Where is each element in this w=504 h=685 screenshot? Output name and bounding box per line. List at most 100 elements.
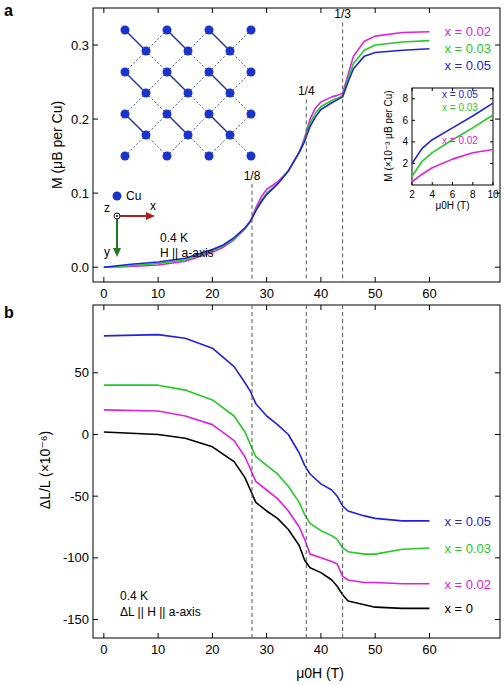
y-tick xyxy=(93,496,98,497)
x-tick xyxy=(320,8,321,13)
x-tick-label: 10 xyxy=(151,286,165,301)
x-tick-label: 8 xyxy=(470,189,476,200)
annotation: 0.4 K xyxy=(120,589,148,603)
series-label: x = 0.03 xyxy=(442,102,478,113)
cu-atom xyxy=(121,152,130,161)
y-tick-label: 0.0 xyxy=(71,260,89,275)
annotation: 0.4 K xyxy=(160,231,188,245)
cu-atom xyxy=(226,131,235,140)
x-tick xyxy=(266,633,267,638)
y-tick xyxy=(495,557,500,558)
z-axis-dot xyxy=(116,215,118,217)
annotation: H || a-axis xyxy=(160,246,214,260)
y-tick xyxy=(495,45,500,46)
cu-atom xyxy=(142,47,151,56)
y-tick xyxy=(93,267,98,268)
x-tick-label: 20 xyxy=(205,286,219,301)
cu-atom xyxy=(247,152,256,161)
x-tick xyxy=(493,182,494,185)
x-tick xyxy=(212,633,213,638)
cu-atom xyxy=(247,110,256,119)
cu-atom xyxy=(142,89,151,98)
y-tick-label: 4 xyxy=(402,136,408,147)
fraction-line xyxy=(252,305,253,638)
series-label: x = 0.02 xyxy=(444,577,491,592)
y-tick xyxy=(490,163,493,164)
y-tick-label: 0.1 xyxy=(71,186,89,201)
x-tick xyxy=(266,305,267,310)
series-label: x = 0.02 xyxy=(442,135,478,146)
x-tick xyxy=(375,8,376,13)
x-tick-label: 30 xyxy=(259,642,273,657)
cu-atom xyxy=(247,68,256,77)
y-tick-label: 6 xyxy=(402,115,408,126)
y-tick xyxy=(93,372,98,373)
arrow-head xyxy=(146,212,155,220)
x-tick xyxy=(158,277,159,282)
axis-arrow xyxy=(116,216,118,250)
series-line xyxy=(104,32,430,267)
fraction-line xyxy=(306,305,307,638)
y-tick xyxy=(412,98,415,99)
x-tick-label: 20 xyxy=(205,642,219,657)
x-tick xyxy=(375,633,376,638)
fraction-label: 1/8 xyxy=(244,169,261,183)
y-tick-label: 0.3 xyxy=(71,38,89,53)
x-tick xyxy=(212,277,213,282)
series-label: x = 0.02 xyxy=(444,24,491,39)
x-tick xyxy=(103,305,104,310)
x-tick xyxy=(103,277,104,282)
series-line xyxy=(104,385,430,554)
x-tick-label: 10 xyxy=(151,642,165,657)
x-tick-label: 50 xyxy=(368,286,382,301)
lattice-label: Cu xyxy=(126,189,141,203)
cu-atom xyxy=(184,131,193,140)
plot-frame xyxy=(412,88,493,185)
y-tick xyxy=(412,141,415,142)
series-group xyxy=(104,335,430,609)
x-tick xyxy=(452,182,453,185)
fraction-label: 1/4 xyxy=(298,84,315,98)
cu-atom xyxy=(121,110,130,119)
series-label: x = 0 xyxy=(444,601,473,616)
x-tick xyxy=(158,633,159,638)
series-label: x = 0.03 xyxy=(444,541,491,556)
y-axis-label: ΔL/L (×10⁻⁶) xyxy=(37,431,53,509)
series-label: x = 0.05 xyxy=(444,514,491,529)
y-tick xyxy=(495,119,500,120)
x-tick xyxy=(158,8,159,13)
x-tick xyxy=(493,88,494,91)
series-line xyxy=(104,335,430,521)
series-line xyxy=(104,49,430,267)
x-tick xyxy=(212,8,213,13)
x-tick xyxy=(432,182,433,185)
series-line xyxy=(412,115,493,176)
x-tick xyxy=(429,277,430,282)
y-tick xyxy=(93,619,98,620)
y-axis-label: M (×10⁻³ μB per Cu) xyxy=(383,90,394,181)
plot-frame xyxy=(93,8,500,282)
x-tick xyxy=(103,8,104,13)
y-tick xyxy=(495,619,500,620)
x-tick xyxy=(412,88,413,91)
y-tick xyxy=(490,141,493,142)
fraction-line xyxy=(342,305,343,638)
x-tick xyxy=(375,277,376,282)
series-group xyxy=(412,103,493,182)
y-tick xyxy=(495,496,500,497)
cu-atom xyxy=(205,110,214,119)
cu-atom xyxy=(163,152,172,161)
y-axis-label: M (μB per Cu) xyxy=(49,101,65,189)
y-tick xyxy=(495,267,500,268)
cu-atom xyxy=(163,26,172,35)
x-tick-label: 6 xyxy=(450,189,456,200)
series-label: x = 0.03 xyxy=(444,41,491,56)
x-tick xyxy=(429,8,430,13)
y-tick xyxy=(93,557,98,558)
fraction-label: 1/3 xyxy=(334,7,351,21)
x-tick xyxy=(158,305,159,310)
x-tick-label: 30 xyxy=(259,286,273,301)
x-tick xyxy=(472,182,473,185)
x-tick-label: 40 xyxy=(314,642,328,657)
x-tick-label: 4 xyxy=(429,189,435,200)
